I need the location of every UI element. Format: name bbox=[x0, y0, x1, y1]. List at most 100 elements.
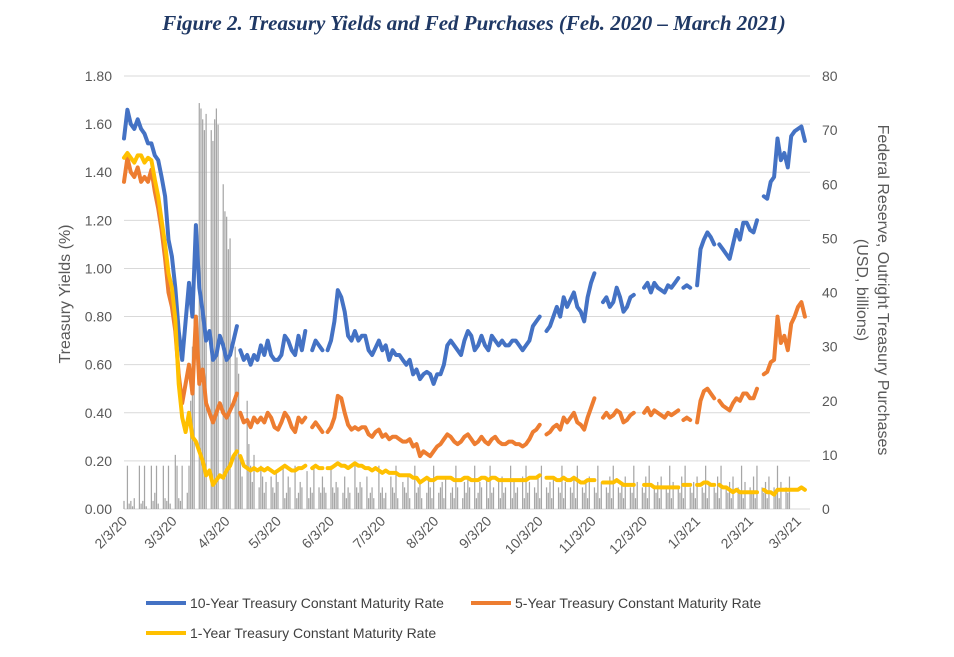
x-tick-label: 8/3/20 bbox=[403, 513, 442, 552]
purchase-bar bbox=[564, 481, 566, 509]
purchase-bar bbox=[563, 498, 565, 509]
x-tick-label: 12/3/20 bbox=[606, 513, 650, 557]
purchase-bar bbox=[718, 498, 720, 509]
purchase-bar bbox=[621, 481, 623, 509]
purchase-bar bbox=[166, 500, 168, 509]
x-tick-label: 10/3/20 bbox=[501, 513, 545, 557]
purchase-bar bbox=[236, 357, 238, 509]
legend-label-1: 10-Year Treasury Constant Maturity Rate bbox=[190, 595, 444, 611]
purchase-bar bbox=[306, 471, 308, 509]
purchase-bar bbox=[468, 487, 471, 509]
purchase-bar bbox=[181, 465, 183, 509]
purchase-bar bbox=[730, 498, 732, 509]
purchase-bar bbox=[167, 465, 170, 509]
legend: 10-Year Treasury Constant Maturity Rate 5… bbox=[146, 595, 761, 641]
purchase-bar bbox=[323, 487, 325, 509]
purchase-bar bbox=[142, 500, 144, 509]
purchase-bar bbox=[557, 487, 560, 509]
purchase-bar bbox=[684, 465, 686, 509]
purchase-bar bbox=[296, 498, 298, 509]
purchase-bar bbox=[277, 481, 279, 509]
purchase-bar bbox=[739, 492, 741, 509]
purchase-bar bbox=[740, 465, 743, 509]
y2-tick-label: 10 bbox=[822, 447, 838, 463]
purchase-bar bbox=[253, 454, 255, 509]
purchase-bar bbox=[624, 476, 626, 509]
purchase-bar bbox=[337, 487, 339, 509]
purchase-bar bbox=[643, 492, 645, 509]
purchase-bar bbox=[379, 492, 382, 509]
purchase-bar bbox=[617, 487, 620, 509]
purchase-bar bbox=[214, 119, 216, 510]
purchase-bar bbox=[407, 476, 409, 509]
purchase-bar bbox=[569, 487, 572, 509]
purchase-bar bbox=[308, 498, 310, 509]
purchase-bar bbox=[725, 487, 727, 509]
purchase-bar bbox=[677, 487, 679, 509]
purchase-bar bbox=[474, 465, 476, 509]
purchase-bar bbox=[190, 400, 192, 509]
purchase-bar bbox=[451, 487, 454, 509]
purchase-bar bbox=[265, 481, 267, 509]
purchase-bar bbox=[297, 492, 300, 509]
purchase-bar bbox=[359, 481, 361, 509]
purchase-bar bbox=[299, 481, 301, 509]
purchase-bar bbox=[445, 476, 447, 509]
purchase-bar bbox=[381, 487, 383, 509]
y-tick-label: 0.80 bbox=[85, 309, 112, 325]
purchase-bar bbox=[234, 346, 236, 509]
purchase-bar bbox=[535, 492, 537, 509]
purchase-bar bbox=[391, 487, 394, 509]
purchase-bar bbox=[164, 498, 166, 509]
purchase-bar bbox=[498, 481, 500, 509]
x-tick-label: 4/3/20 bbox=[194, 513, 233, 552]
purchase-bar bbox=[157, 503, 159, 509]
purchase-bar bbox=[402, 481, 404, 509]
purchase-bar bbox=[703, 492, 705, 509]
purchase-bar bbox=[787, 492, 789, 509]
purchase-bar bbox=[691, 492, 693, 509]
purchase-bar bbox=[345, 498, 348, 509]
purchase-bar bbox=[681, 476, 683, 509]
purchase-bar bbox=[138, 465, 141, 509]
purchase-bar bbox=[634, 498, 637, 509]
purchase-bar bbox=[633, 465, 635, 509]
purchase-bar bbox=[751, 492, 753, 509]
left-axis-ticks: 0.00 0.20 0.40 0.60 0.80 1.00 1.20 1.40 1.60 1.80 bbox=[85, 68, 112, 517]
purchase-bar bbox=[133, 498, 135, 509]
purchase-bar bbox=[701, 487, 703, 509]
purchase-bar bbox=[169, 503, 171, 509]
x-tick-label: 2/3/21 bbox=[717, 513, 756, 552]
purchase-bar bbox=[610, 498, 613, 509]
x-tick-label: 9/3/20 bbox=[456, 513, 495, 552]
purchase-bar bbox=[559, 492, 561, 509]
purchase-bar bbox=[670, 498, 673, 509]
purchase-bar bbox=[347, 487, 349, 509]
purchase-bar bbox=[378, 465, 380, 509]
purchase-bar bbox=[645, 476, 647, 509]
purchase-bar bbox=[212, 140, 214, 509]
y-tick-label: 0.40 bbox=[85, 405, 112, 421]
y2-tick-label: 80 bbox=[822, 68, 838, 84]
purchase-bar bbox=[433, 465, 435, 509]
purchase-bar bbox=[694, 498, 696, 509]
purchase-bar bbox=[429, 487, 431, 509]
y-tick-label: 1.40 bbox=[85, 164, 112, 180]
y-tick-label: 1.20 bbox=[85, 212, 112, 228]
purchase-bar bbox=[450, 492, 452, 509]
purchase-bar bbox=[239, 454, 241, 509]
purchase-bar bbox=[629, 487, 631, 509]
purchase-bar bbox=[150, 465, 152, 509]
y-axis-label: Treasury Yields (%) bbox=[57, 225, 74, 364]
purchase-bar bbox=[186, 492, 188, 509]
purchase-bar bbox=[397, 498, 399, 509]
purchase-bar bbox=[636, 481, 638, 509]
y-tick-label: 0.20 bbox=[85, 453, 112, 469]
purchase-bar bbox=[383, 498, 385, 509]
purchase-bar bbox=[311, 492, 313, 509]
purchase-bar bbox=[653, 487, 655, 509]
purchase-bar bbox=[409, 498, 411, 509]
purchase-bar bbox=[737, 487, 739, 509]
purchase-bar bbox=[154, 492, 156, 509]
purchase-bar bbox=[788, 476, 791, 509]
